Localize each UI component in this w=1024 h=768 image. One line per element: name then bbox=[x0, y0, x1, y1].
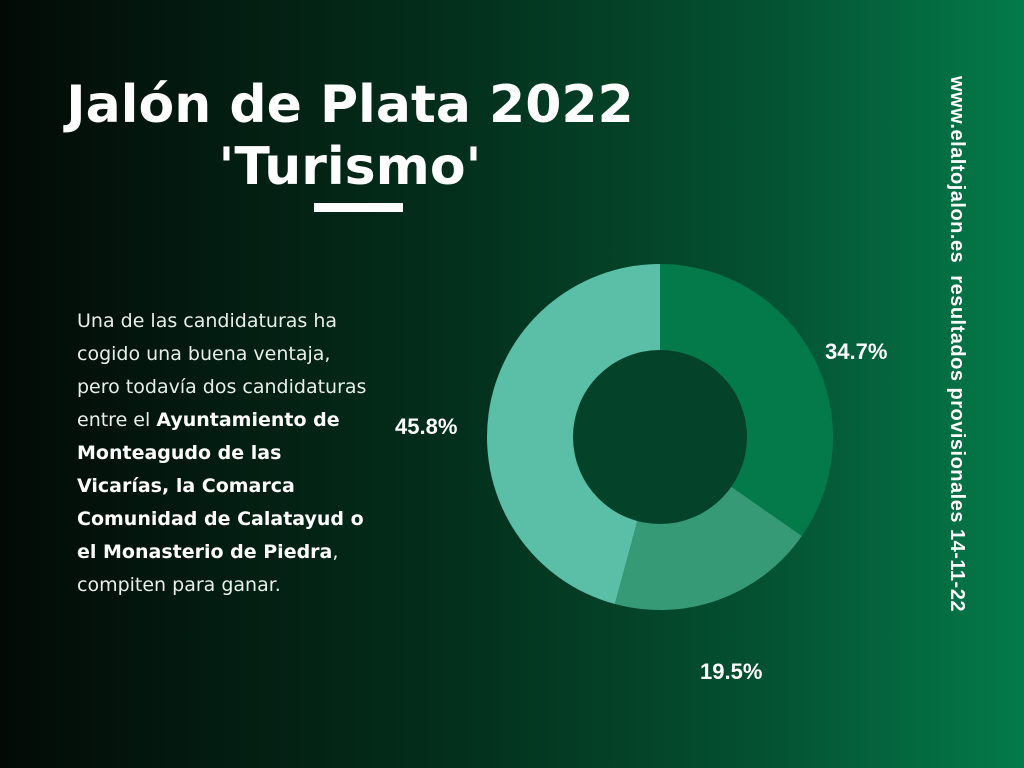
description-text: Una de las candidaturas ha cogido una bu… bbox=[77, 305, 377, 602]
slice-label-1: 34.7% bbox=[825, 339, 888, 364]
slice-label-3: 45.8% bbox=[395, 414, 458, 439]
donut-slice-1 bbox=[660, 264, 833, 537]
description-part-1: Una de las candidaturas ha cogido una bu… bbox=[77, 310, 367, 431]
title-underline bbox=[314, 203, 403, 212]
title-line-2: 'Turismo' bbox=[218, 137, 482, 197]
description-part-2: , compiten para ganar. bbox=[77, 541, 339, 596]
side-source-text: www.elaltojalon.es resultados provisiona… bbox=[946, 76, 968, 612]
slice-label-2: 19.5% bbox=[700, 659, 763, 684]
description-bold-candidates: Ayuntamiento de Monteagudo de las Vicarí… bbox=[77, 409, 364, 563]
donut-hole bbox=[573, 350, 747, 524]
title-line-1: Jalón de Plata 2022 bbox=[66, 75, 634, 135]
chart-title: Jalón de Plata 2022 'Turismo' bbox=[0, 74, 700, 198]
